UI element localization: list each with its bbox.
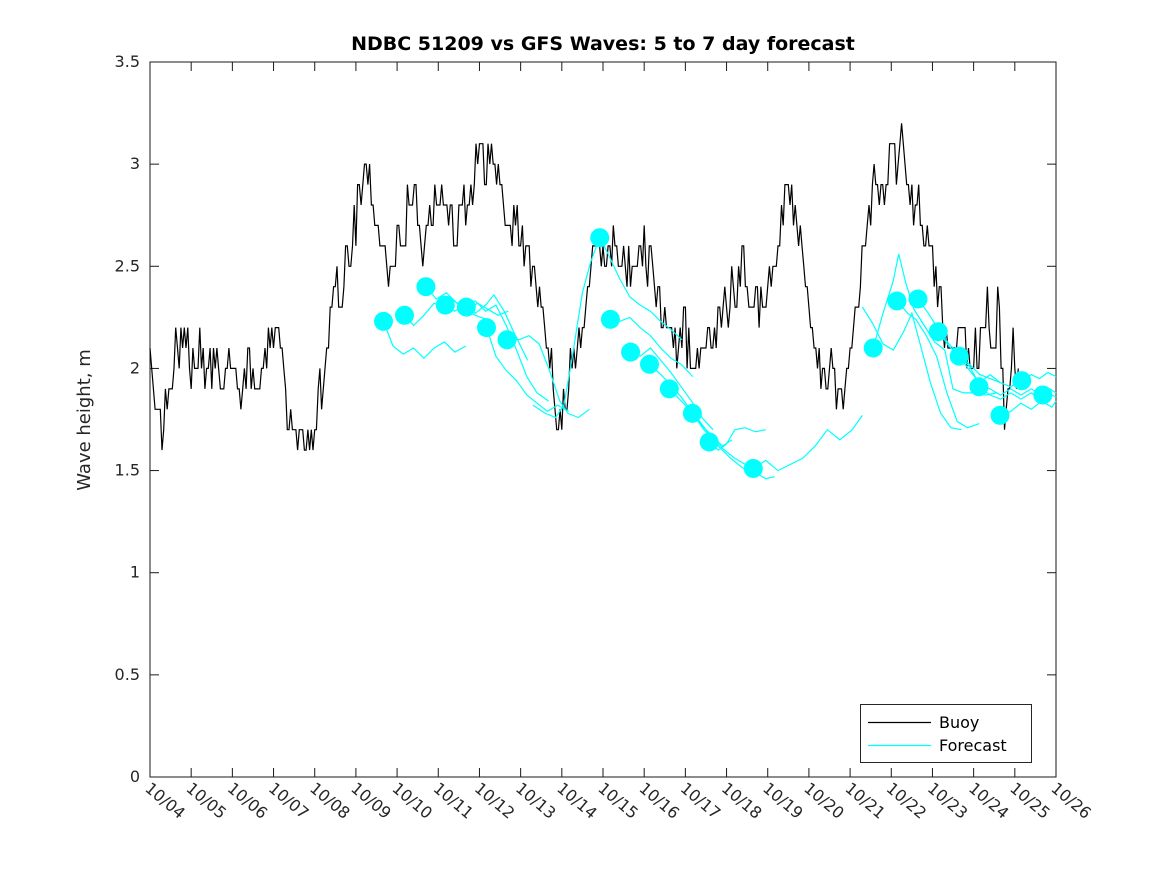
forecast-start-dot xyxy=(887,291,907,311)
chart-title: NDBC 51209 vs GFS Waves: 5 to 7 day fore… xyxy=(351,33,855,55)
forecast-run-line xyxy=(999,400,1057,416)
y-tick-label: 0.5 xyxy=(115,665,140,684)
y-tick-label: 3.5 xyxy=(115,52,140,71)
forecast-run-line xyxy=(465,300,549,402)
x-tick-label: 10/08 xyxy=(306,779,354,823)
forecast-start-dot xyxy=(600,309,620,329)
x-tick-label: 10/07 xyxy=(265,779,313,823)
forecast-run-line xyxy=(752,415,863,472)
x-tick-label: 10/10 xyxy=(389,779,437,823)
forecast-start-dot xyxy=(1012,371,1032,391)
y-tick-label: 2 xyxy=(130,358,140,377)
forecast-start-dot xyxy=(416,277,436,297)
x-tick-label: 10/23 xyxy=(924,779,972,823)
forecast-run-line xyxy=(958,355,1042,396)
x-tick-label: 10/15 xyxy=(594,779,642,823)
x-tick-label: 10/11 xyxy=(430,779,478,823)
y-tick-label: 1.5 xyxy=(115,461,140,480)
forecast-run-line xyxy=(708,427,766,451)
x-tick-label: 10/26 xyxy=(1047,779,1095,823)
forecast-start-dot xyxy=(456,297,476,317)
forecast-run-line xyxy=(485,327,570,413)
forecast-start-dot xyxy=(1033,385,1053,405)
forecast-start-dot xyxy=(743,459,763,478)
y-tick-label: 3 xyxy=(130,154,140,173)
x-tick-label: 10/16 xyxy=(636,779,684,823)
forecast-start-dot xyxy=(435,295,455,315)
forecast-run-line xyxy=(532,236,683,419)
x-tick-label: 10/20 xyxy=(800,779,848,823)
legend-forecast-label: Forecast xyxy=(939,736,1007,755)
forecast-start-dot xyxy=(374,311,393,331)
forecast-start-dot xyxy=(990,405,1010,425)
legend-buoy-label: Buoy xyxy=(939,713,979,732)
x-tick-label: 10/13 xyxy=(512,779,560,823)
legend: Buoy Forecast xyxy=(860,704,1032,763)
x-tick-label: 10/09 xyxy=(347,779,395,823)
axes-box xyxy=(149,61,1057,778)
forecast-start-dot xyxy=(477,318,496,338)
forecast-start-dot xyxy=(395,305,414,325)
forecast-run-line xyxy=(668,388,753,476)
forecast-run-line xyxy=(896,300,980,429)
x-tick-label: 10/22 xyxy=(883,779,931,823)
forecast-start-dot xyxy=(699,432,719,452)
forecast-start-dot xyxy=(682,403,702,423)
x-tick-label: 10/24 xyxy=(965,779,1013,823)
x-tick-label: 10/06 xyxy=(224,779,272,823)
legend-box xyxy=(860,704,1032,763)
forecast-run-line xyxy=(610,316,694,378)
y-tick-label: 2.5 xyxy=(115,256,140,275)
buoy-line xyxy=(149,123,1019,451)
forecast-start-dot xyxy=(863,338,883,358)
x-tick-label: 10/17 xyxy=(677,779,725,823)
x-tick-label: 10/14 xyxy=(553,779,601,823)
x-tick-label: 10/21 xyxy=(842,779,890,823)
forecast-start-dot xyxy=(590,228,610,248)
y-axis-label: Wave height, m xyxy=(74,349,95,490)
forecast-start-dot xyxy=(949,346,969,366)
forecast-start-dot xyxy=(969,377,989,397)
forecast-start-dot xyxy=(908,289,928,309)
forecast-start-dot xyxy=(659,379,679,399)
x-tick-label: 10/05 xyxy=(183,779,231,823)
forecast-start-dot xyxy=(640,354,659,374)
x-tick-label: 10/18 xyxy=(718,779,766,823)
forecast-start-dot xyxy=(928,322,948,342)
x-tick-label: 10/04 xyxy=(141,779,189,823)
forecast-run-line xyxy=(507,335,590,419)
forecast-start-dot xyxy=(621,342,641,362)
x-tick-label: 10/12 xyxy=(471,779,519,823)
y-tick-label: 0 xyxy=(130,767,140,786)
forecast-run-line xyxy=(382,321,467,360)
y-tick-label: 1 xyxy=(130,563,140,582)
forecast-start-dot xyxy=(497,330,517,350)
x-tick-label: 10/25 xyxy=(1006,779,1054,823)
x-tick-label: 10/19 xyxy=(759,779,807,823)
forecast-run-line xyxy=(861,306,962,431)
